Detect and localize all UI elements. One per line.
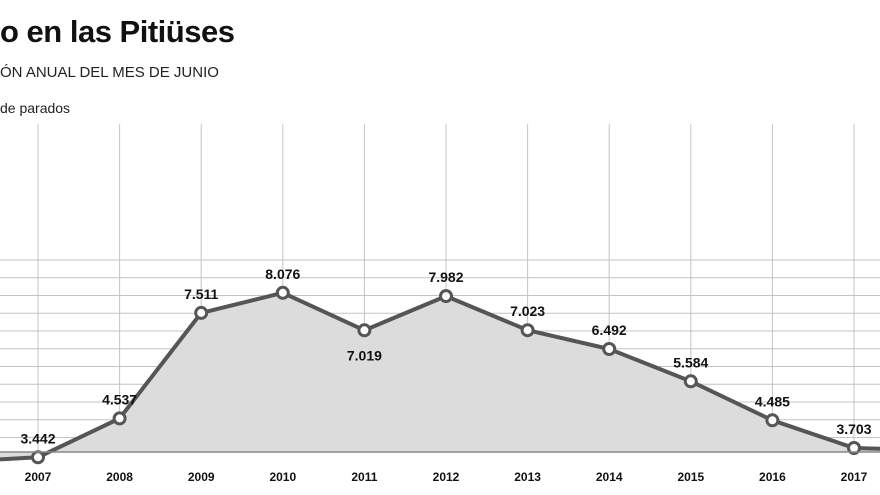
- data-point-2013: [520, 323, 535, 338]
- x-tick-label-2014: 2014: [596, 470, 623, 484]
- data-label-2015: 5.584: [673, 354, 708, 370]
- data-label-2013: 7.023: [510, 303, 545, 319]
- chart-title: o en las Pitiüses: [0, 14, 235, 49]
- data-point-2009: [194, 305, 209, 320]
- data-label-2014: 6.492: [592, 322, 627, 338]
- data-point-2012: [439, 289, 453, 304]
- y-axis-label: de parados: [0, 100, 71, 116]
- x-tick-label-2011: 2011: [351, 470, 377, 484]
- x-tick-label-2007: 2007: [25, 470, 52, 484]
- data-label-2011: 7.019: [347, 347, 382, 363]
- data-point-2015: [683, 374, 698, 389]
- data-point-2008: [112, 411, 127, 426]
- area-layer: [0, 292, 880, 460]
- data-label-2007: 3.442: [20, 430, 55, 446]
- x-tick-label-2013: 2013: [514, 470, 541, 484]
- x-tick-label-2016: 2016: [759, 470, 786, 484]
- data-point-2010: [275, 285, 290, 300]
- x-tick-label-2015: 2015: [677, 470, 704, 484]
- x-tick-label-2012: 2012: [433, 470, 460, 484]
- data-label-2010: 8.076: [265, 266, 300, 282]
- marker-layer: [31, 285, 861, 465]
- data-label-2008: 4.537: [102, 391, 137, 407]
- x-axis: 2007 2008 2009 2010 2011 2012 2013 2014 2015 2016…: [0, 451, 880, 484]
- data-label-layer: 3.442 4.537 7.511 8.076 7.019 7.982 7.023 6.492…: [20, 266, 871, 447]
- x-tick-label-2010: 2010: [269, 470, 296, 484]
- data-point-2007: [31, 450, 45, 465]
- data-label-2016: 4.485: [755, 393, 790, 409]
- data-point-2016: [765, 413, 780, 428]
- data-point-2014: [602, 342, 617, 356]
- data-point-2017: [847, 441, 861, 455]
- chart-subtitle: ÓN ANUAL DEL MES DE JUNIO: [0, 64, 219, 81]
- data-label-2009: 7.511: [184, 286, 218, 302]
- x-tick-label-2017: 2017: [841, 470, 868, 484]
- data-label-2012: 7.982: [428, 269, 463, 285]
- x-tick-label-2009: 2009: [188, 470, 215, 484]
- data-label-2017: 3.703: [836, 421, 871, 437]
- x-tick-label-2008: 2008: [106, 470, 133, 484]
- area-fill: [0, 292, 880, 460]
- data-point-2011: [357, 323, 372, 338]
